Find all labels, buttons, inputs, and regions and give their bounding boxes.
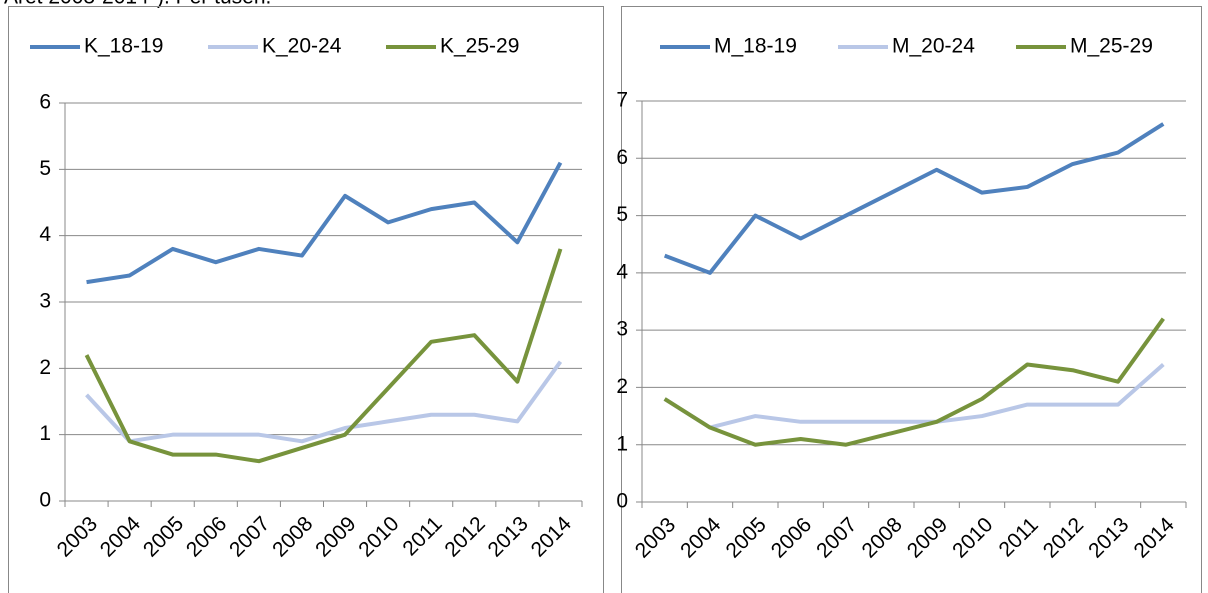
y-tick-label: 6	[616, 146, 628, 169]
x-tick-label: 2005	[721, 513, 770, 562]
x-tick-label: 2014	[1129, 513, 1179, 563]
x-tick-label: 2006	[767, 513, 816, 562]
series-line	[663, 122, 1165, 275]
x-tick-label: 2005	[139, 512, 188, 561]
legend-label: K_25-29	[440, 35, 519, 58]
chart-frame	[621, 6, 1202, 593]
y-tick-label: 0	[39, 489, 51, 512]
y-tick-label: 4	[39, 223, 51, 246]
series-line	[86, 161, 563, 285]
x-tick-label: 2008	[857, 513, 906, 562]
x-tick-label: 2011	[995, 513, 1043, 561]
x-tick-label: 2008	[268, 512, 317, 561]
y-tick-label: 5	[39, 157, 51, 180]
x-tick-label: 2012	[1039, 513, 1088, 562]
y-tick-label: 6	[39, 91, 51, 114]
y-tick-label: 0	[616, 490, 628, 513]
y-tick-label: 5	[616, 203, 628, 226]
x-tick-label: 2007	[812, 513, 861, 562]
x-tick-label: 2003	[53, 512, 102, 561]
y-tick-label: 2	[39, 356, 51, 379]
legend-label: M_20-24	[892, 35, 975, 58]
x-tick-label: 2013	[1084, 513, 1133, 562]
y-tick-label: 3	[616, 318, 628, 341]
y-tick-label: 2	[616, 375, 628, 398]
x-tick-label: 2006	[182, 512, 231, 561]
legend-label: K_18-19	[84, 35, 163, 58]
legend-label: K_20-24	[262, 35, 342, 58]
y-tick-label: 1	[39, 422, 51, 445]
x-tick-label: 2003	[631, 513, 680, 562]
x-tick-label: 2010	[948, 513, 997, 562]
x-tick-label: 2004	[96, 512, 146, 562]
chart-frame	[8, 6, 604, 593]
y-tick-label: 1	[616, 432, 628, 455]
series-line	[84, 248, 563, 464]
x-tick-label: 2011	[398, 512, 446, 560]
x-tick-label: 2014	[527, 512, 577, 562]
series-line	[663, 317, 1165, 447]
legend-label: M_18-19	[714, 35, 797, 58]
y-tick-label: 7	[616, 89, 628, 112]
x-tick-label: 2010	[354, 512, 403, 561]
caption: Året 2003-2014*). Per tusen.	[4, 0, 271, 9]
x-tick-label: 2012	[440, 512, 489, 561]
x-tick-label: 2009	[903, 513, 952, 562]
y-tick-label: 4	[616, 260, 628, 283]
x-tick-label: 2013	[484, 512, 533, 561]
series-line	[663, 363, 1165, 430]
x-tick-label: 2004	[676, 513, 726, 563]
x-tick-label: 2009	[311, 512, 360, 561]
series-line	[85, 360, 563, 444]
x-tick-label: 2007	[225, 512, 274, 561]
y-tick-label: 3	[39, 290, 51, 313]
legend-label: M_25-29	[1070, 35, 1153, 58]
